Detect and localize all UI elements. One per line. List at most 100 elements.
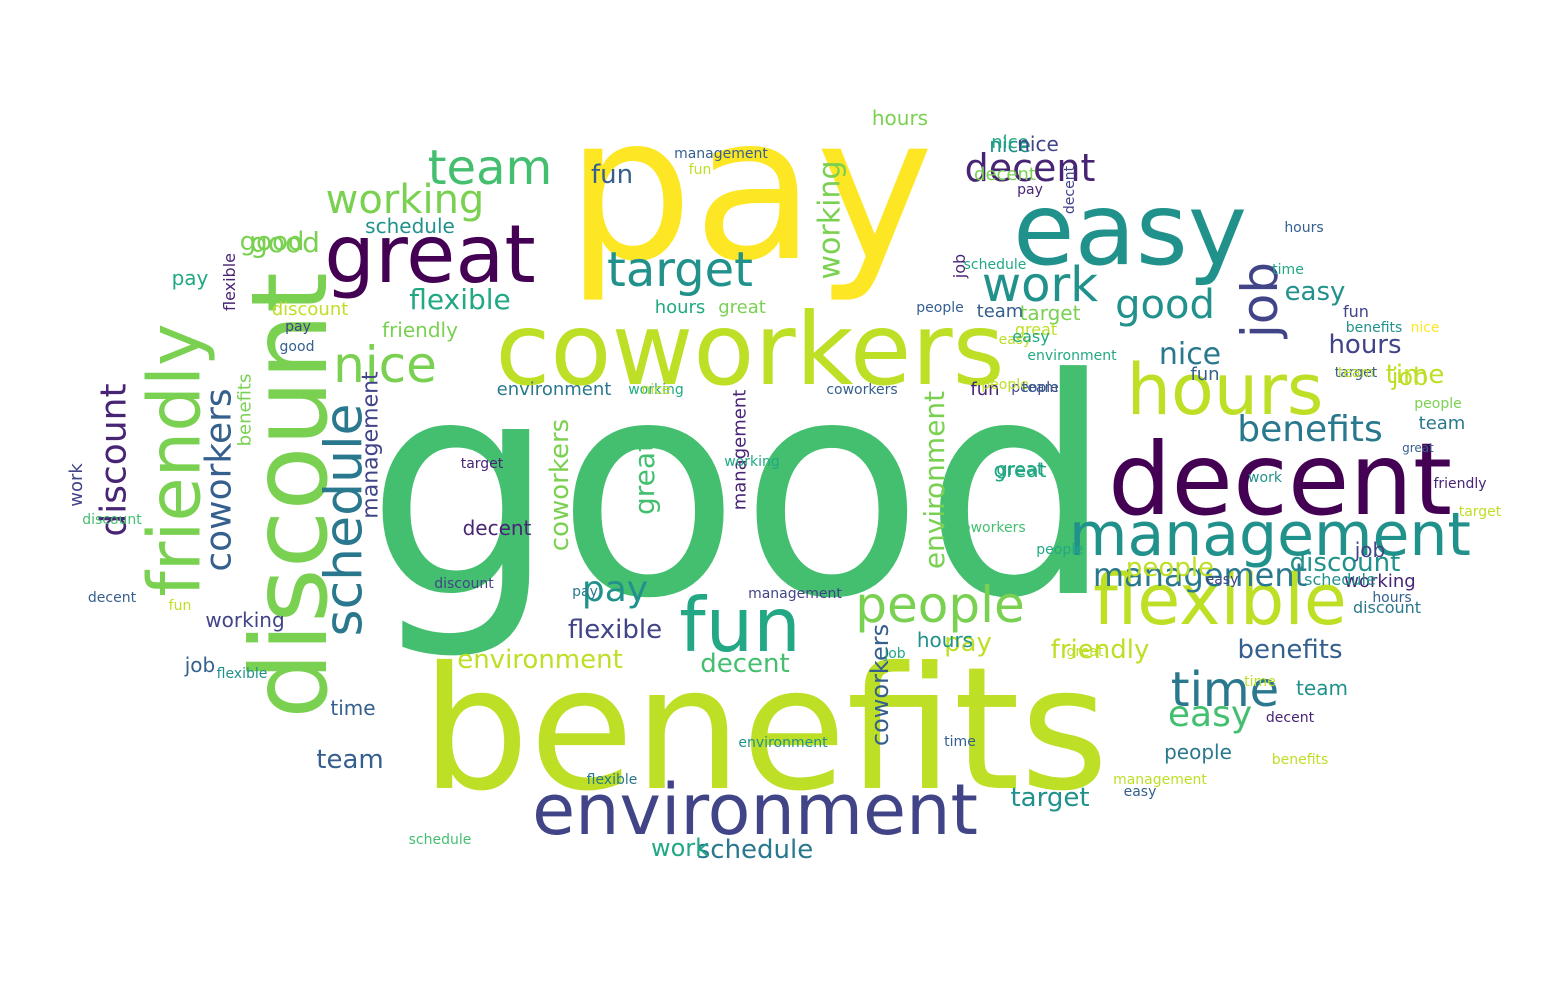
- cloud-word: nice: [1410, 320, 1440, 336]
- cloud-word: environment: [917, 390, 951, 570]
- cloud-word: benefits: [233, 373, 255, 447]
- cloud-word: great: [996, 459, 1044, 480]
- cloud-word: nice: [1017, 132, 1059, 156]
- cloud-word: easy: [1205, 572, 1239, 588]
- cloud-word: pay: [171, 266, 209, 290]
- cloud-word: coworkers: [826, 382, 898, 398]
- cloud-word: friendly: [382, 318, 458, 342]
- cloud-word: team: [1418, 413, 1466, 434]
- cloud-word: pay: [1017, 182, 1043, 198]
- cloud-word: hours: [1328, 330, 1402, 360]
- cloud-word: fun: [590, 160, 634, 190]
- cloud-word: pay: [581, 569, 649, 610]
- cloud-word: pay: [566, 73, 934, 306]
- cloud-word: management: [359, 371, 384, 519]
- cloud-word: fun: [688, 162, 712, 178]
- cloud-word: fun: [679, 580, 801, 669]
- cloud-word: working: [628, 382, 684, 398]
- cloud-word: decent: [964, 146, 1096, 190]
- cloud-word: great: [718, 297, 766, 318]
- cloud-word: work: [1248, 470, 1282, 486]
- cloud-word: hours: [916, 628, 974, 652]
- cloud-word: time: [1272, 262, 1304, 278]
- cloud-word: hours: [1126, 349, 1324, 431]
- cloud-word: job: [184, 653, 216, 677]
- cloud-word: working: [205, 608, 285, 632]
- cloud-word: management: [728, 389, 750, 511]
- cloud-word: fun: [1190, 364, 1220, 385]
- cloud-word: decent: [1107, 421, 1453, 538]
- cloud-word: hours: [871, 106, 929, 130]
- cloud-word: coworkers: [866, 623, 894, 747]
- cloud-word: management: [1092, 556, 1308, 594]
- cloud-word: work: [981, 257, 1099, 313]
- cloud-word: team: [1337, 365, 1375, 381]
- cloud-word: hours: [1372, 590, 1412, 606]
- cloud-word: good: [250, 226, 320, 259]
- cloud-word: nice: [1158, 337, 1222, 372]
- cloud-word: pay: [944, 628, 992, 658]
- cloud-word: fun: [970, 379, 1000, 400]
- cloud-word: decent: [462, 516, 532, 540]
- cloud-word: great: [1402, 441, 1434, 455]
- cloud-word: people: [1011, 380, 1059, 396]
- cloud-word: good: [1115, 282, 1215, 328]
- cloud-word: decent: [1062, 165, 1078, 215]
- cloud-word: easy: [1167, 694, 1253, 735]
- cloud-word: working: [325, 177, 485, 223]
- cloud-word: environment: [496, 379, 612, 400]
- cloud-word: management: [674, 146, 768, 162]
- cloud-word: decent: [87, 590, 137, 606]
- cloud-word: people: [1125, 553, 1215, 583]
- cloud-word: friendly: [1050, 635, 1150, 665]
- cloud-word: time: [944, 734, 976, 750]
- cloud-word: management: [1113, 772, 1207, 788]
- cloud-word: great: [324, 208, 536, 301]
- cloud-word: schedule: [1304, 570, 1376, 589]
- cloud-word: discount: [82, 512, 142, 528]
- cloud-word: team: [1296, 676, 1348, 700]
- cloud-word: fun: [168, 598, 192, 614]
- cloud-word: great: [1066, 644, 1104, 660]
- cloud-word: benefits: [421, 631, 1109, 829]
- cloud-word: good: [279, 339, 315, 355]
- cloud-word: discount: [1289, 548, 1401, 578]
- cloud-word: target: [1458, 504, 1502, 520]
- cloud-word: working: [1344, 571, 1416, 592]
- cloud-word: flexible: [220, 253, 239, 311]
- cloud-word: time: [1170, 662, 1280, 718]
- cloud-word: people: [981, 377, 1029, 393]
- cloud-word: management: [748, 586, 842, 602]
- cloud-word: people: [1414, 396, 1462, 412]
- cloud-word: people: [855, 576, 1025, 634]
- cloud-word: great: [993, 458, 1047, 482]
- cloud-word: benefits: [1345, 320, 1403, 336]
- cloud-word: pay: [285, 319, 311, 335]
- cloud-word: nice: [989, 133, 1031, 157]
- cloud-word: time: [330, 696, 376, 720]
- cloud-word: target: [460, 456, 504, 472]
- cloud-word: job: [949, 253, 969, 279]
- cloud-word: schedule: [408, 832, 472, 848]
- cloud-word: discount: [434, 576, 494, 592]
- cloud-word: coworkers: [954, 520, 1026, 536]
- cloud-word: great: [1014, 320, 1058, 339]
- cloud-word: working: [724, 454, 780, 470]
- cloud-word: nice: [333, 336, 437, 394]
- cloud-word: people: [1036, 542, 1084, 558]
- cloud-word: team: [316, 745, 384, 775]
- cloud-word: hours: [1284, 220, 1324, 236]
- cloud-word: decent: [700, 649, 790, 679]
- cloud-word: easy: [1123, 784, 1157, 800]
- cloud-word: discount: [1352, 598, 1422, 617]
- cloud-word: flexible: [586, 772, 638, 788]
- cloud-word: people: [916, 300, 964, 316]
- cloud-word: good: [239, 227, 305, 257]
- cloud-word: team: [976, 301, 1024, 322]
- cloud-word: benefits: [1271, 752, 1329, 768]
- cloud-word: environment: [1027, 348, 1117, 364]
- cloud-word: coworkers: [495, 291, 1005, 408]
- cloud-word: team: [1021, 380, 1059, 396]
- cloud-word: flexible: [216, 666, 268, 682]
